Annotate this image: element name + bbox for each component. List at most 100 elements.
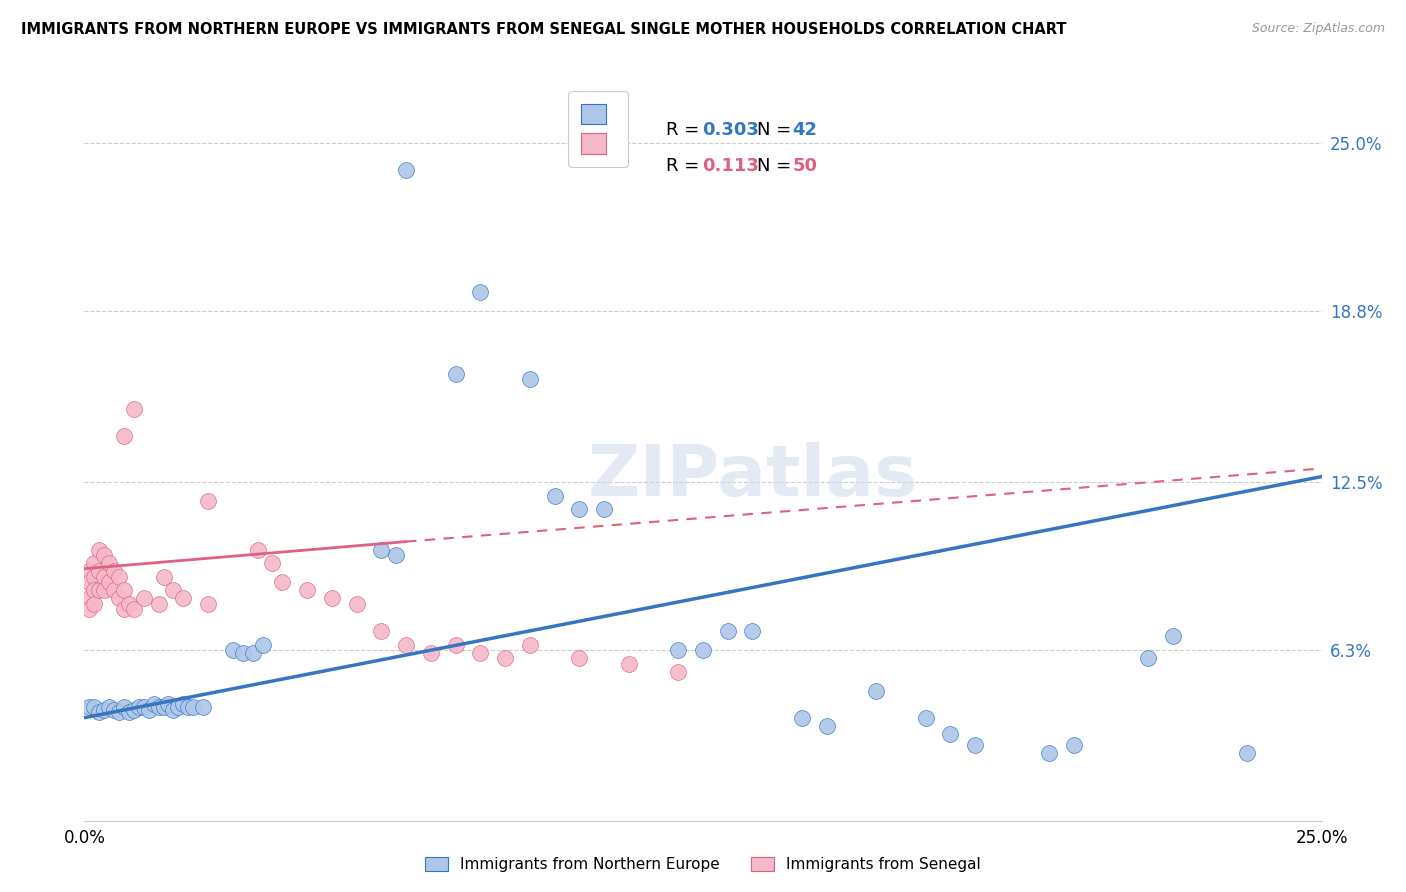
- Point: [93, 548, 115, 562]
- Point: [79, 565, 101, 579]
- Point: [395, 638, 418, 652]
- Point: [1063, 738, 1085, 752]
- Text: 0.113: 0.113: [702, 157, 759, 175]
- Point: [89, 583, 111, 598]
- Point: [79, 699, 101, 714]
- Point: [222, 643, 245, 657]
- Point: [617, 657, 640, 671]
- Point: [1236, 746, 1258, 760]
- Point: [271, 575, 294, 590]
- Point: [191, 699, 214, 714]
- Point: [177, 699, 200, 714]
- Point: [242, 646, 264, 660]
- Text: 0.303: 0.303: [702, 121, 759, 139]
- Point: [79, 602, 101, 616]
- Point: [181, 699, 204, 714]
- Point: [79, 575, 101, 590]
- Legend: Immigrants from Northern Europe, Immigrants from Senegal: Immigrants from Northern Europe, Immigra…: [418, 849, 988, 880]
- Point: [122, 401, 145, 416]
- Point: [103, 583, 125, 598]
- Point: [157, 697, 180, 711]
- Point: [112, 583, 135, 598]
- Point: [98, 556, 121, 570]
- Point: [494, 651, 516, 665]
- Point: [148, 597, 170, 611]
- Point: [246, 542, 269, 557]
- Point: [914, 711, 936, 725]
- Point: [321, 591, 343, 606]
- Point: [89, 542, 111, 557]
- Point: [108, 591, 131, 606]
- Point: [152, 699, 174, 714]
- Point: [138, 702, 160, 716]
- Point: [122, 702, 145, 716]
- Point: [128, 699, 150, 714]
- Point: [83, 597, 105, 611]
- Point: [1161, 629, 1184, 643]
- Point: [98, 575, 121, 590]
- Point: [167, 699, 190, 714]
- Text: N =: N =: [756, 121, 797, 139]
- Point: [79, 591, 101, 606]
- Point: [93, 702, 115, 716]
- Point: [741, 624, 763, 638]
- Text: R =: R =: [665, 121, 704, 139]
- Point: [717, 624, 740, 638]
- Point: [444, 638, 467, 652]
- Point: [172, 697, 194, 711]
- Point: [470, 646, 492, 660]
- Point: [519, 372, 541, 386]
- Point: [83, 570, 105, 584]
- Point: [666, 665, 689, 679]
- Point: [692, 643, 714, 657]
- Point: [470, 285, 492, 300]
- Point: [262, 556, 284, 570]
- Point: [132, 699, 155, 714]
- Point: [83, 699, 105, 714]
- Point: [172, 591, 194, 606]
- Point: [370, 542, 392, 557]
- Point: [346, 597, 368, 611]
- Point: [543, 489, 565, 503]
- Point: [112, 429, 135, 443]
- Point: [395, 163, 418, 178]
- Point: [118, 706, 141, 720]
- Point: [815, 719, 838, 733]
- Point: [444, 367, 467, 381]
- Point: [103, 565, 125, 579]
- Text: ZIPatlas: ZIPatlas: [588, 442, 918, 511]
- Point: [89, 706, 111, 720]
- Point: [132, 591, 155, 606]
- Point: [568, 651, 591, 665]
- Point: [519, 638, 541, 652]
- Text: Source: ZipAtlas.com: Source: ZipAtlas.com: [1251, 22, 1385, 36]
- Legend: , : ,: [568, 91, 627, 167]
- Point: [112, 699, 135, 714]
- Point: [790, 711, 813, 725]
- Point: [232, 646, 254, 660]
- Point: [568, 502, 591, 516]
- Text: 50: 50: [792, 157, 817, 175]
- Point: [965, 738, 987, 752]
- Point: [98, 699, 121, 714]
- Text: IMMIGRANTS FROM NORTHERN EUROPE VS IMMIGRANTS FROM SENEGAL SINGLE MOTHER HOUSEHO: IMMIGRANTS FROM NORTHERN EUROPE VS IMMIG…: [21, 22, 1067, 37]
- Point: [122, 602, 145, 616]
- Point: [252, 638, 274, 652]
- Point: [197, 494, 219, 508]
- Point: [83, 556, 105, 570]
- Point: [162, 702, 184, 716]
- Point: [118, 597, 141, 611]
- Text: N =: N =: [756, 157, 797, 175]
- Point: [295, 583, 318, 598]
- Point: [152, 570, 174, 584]
- Point: [865, 683, 887, 698]
- Point: [108, 570, 131, 584]
- Point: [162, 583, 184, 598]
- Point: [419, 646, 441, 660]
- Point: [666, 643, 689, 657]
- Point: [103, 702, 125, 716]
- Point: [370, 624, 392, 638]
- Point: [1137, 651, 1160, 665]
- Point: [93, 570, 115, 584]
- Point: [142, 697, 165, 711]
